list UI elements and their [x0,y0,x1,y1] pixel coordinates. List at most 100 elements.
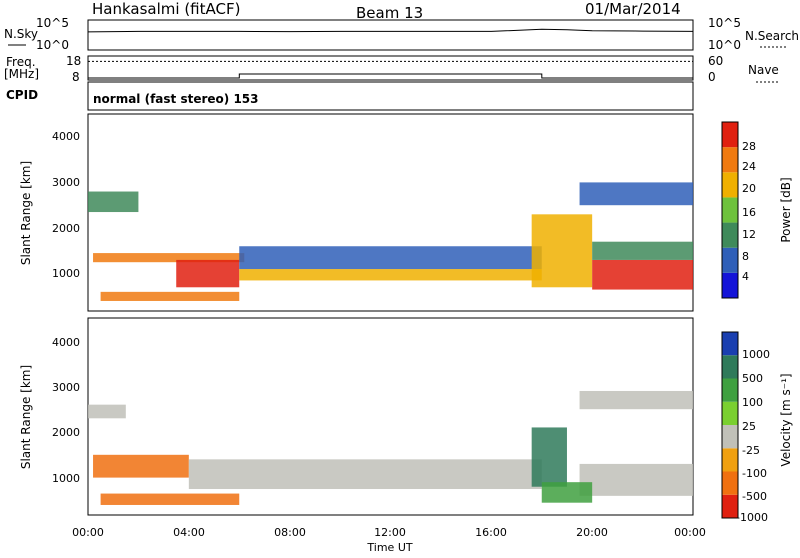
vel-band-0 [93,454,189,478]
nave-label: Nave [748,63,779,77]
vel-cbar-swatch-5 [722,378,738,402]
vel-cbar-tick-m25: -25 [742,444,760,457]
power-band-1 [100,291,240,301]
freq-panel-frame [87,55,694,81]
vel-cbar-swatch-6 [722,355,738,379]
vel-ytick-2000: 2000 [52,426,80,439]
power-band-6 [531,214,593,288]
power-ytick-2000: 2000 [52,222,80,235]
freq-panel: Freq. [MHz] 18 8 60 0 Nave [4,54,779,84]
power-heatmap [88,182,693,301]
noise-right-tick-top: 10^5 [708,16,741,30]
xtick-4: 16:00 [475,526,507,539]
noise-left-label: N.Sky [4,27,38,41]
noise-sky-line [87,28,694,33]
power-cbar-swatch-1 [722,247,738,273]
xtick-6: 00:00 [674,526,706,539]
noise-panel-frame [87,19,694,51]
power-ytick-3000: 3000 [52,176,80,189]
vel-band-2 [88,404,126,419]
freq-tick-bottom: 8 [72,70,80,84]
power-cbar-tick-24: 24 [742,160,756,173]
nave-tick-bottom: 0 [708,70,716,84]
power-cbar-tick-12: 12 [742,228,756,241]
freq-label-line2: [MHz] [4,67,39,81]
noise-tick-bottom: 10^0 [36,38,69,52]
station-title: Hankasalmi (fitACF) [92,0,240,18]
power-panel: Slant Range [km] 4000 3000 2000 1000 [19,113,694,312]
power-cbar-tick-8: 8 [742,250,749,263]
vel-band-1 [100,493,240,505]
vel-cbar-swatch-2 [722,448,738,472]
xtick-2: 08:00 [274,526,306,539]
vel-band-6 [541,482,593,503]
vel-band-5 [579,463,693,496]
x-axis-label: Time UT [366,541,412,554]
power-cbar-swatch-6 [722,122,738,148]
vel-ytick-1000: 1000 [52,472,80,485]
vel-cbar-tick-m100: -100 [742,467,767,480]
noise-right-tick-bottom: 10^0 [708,38,741,52]
date-title: 01/Mar/2014 [585,0,681,18]
vel-cbar-swatch-0 [722,494,738,518]
power-cbar-label: Power [dB] [779,177,793,242]
vel-cbar-tick-m500: -500 [742,490,767,503]
beam-title: Beam 13 [356,4,423,22]
power-band-4 [239,269,542,281]
power-panel-frame [87,113,694,312]
xtick-1: 04:00 [173,526,205,539]
velocity-cbar-label: Velocity [m s⁻¹] [779,373,793,466]
power-ytick-1000: 1000 [52,267,80,280]
vel-band-4 [531,427,567,487]
power-cbar-tick-28: 28 [742,140,756,153]
power-cbar-tick-4: 4 [742,270,749,283]
power-band-3 [88,191,139,213]
freq-label-line1: Freq. [6,55,36,69]
velocity-heatmap [88,390,693,505]
cpid-panel: CPID normal (fast stereo) 153 [6,81,694,111]
power-band-5 [239,246,542,270]
power-cbar-tick-20: 20 [742,182,756,195]
vel-band-7 [579,390,693,410]
vel-cbar-swatch-4 [722,401,738,425]
vel-cbar-tick-25: 25 [742,420,756,433]
vel-cbar-swatch-7 [722,332,738,356]
vel-ytick-3000: 3000 [52,381,80,394]
power-cbar-swatch-2 [722,222,738,248]
vel-cbar-frame [721,331,739,519]
vel-cbar-tick-m1000: -1000 [736,511,768,524]
freq-line [88,73,693,79]
nave-tick-top: 60 [708,54,723,68]
power-cbar-swatch-0 [722,272,738,298]
noise-panel: N.Sky 10^5 10^0 10^5 10^0 N.Search [4,16,799,52]
power-ytick-4000: 4000 [52,130,80,143]
vel-cbar-swatch-3 [722,425,738,449]
power-cbar-tick-16: 16 [742,206,756,219]
power-ylabel: Slant Range [km] [19,161,33,265]
freq-tick-top: 18 [66,54,81,68]
xtick-3: 12:00 [374,526,406,539]
vel-ytick-4000: 4000 [52,336,80,349]
vel-cbar-tick-1000: 1000 [742,348,770,361]
noise-right-label: N.Search [745,29,799,43]
noise-tick-top: 10^5 [36,16,69,30]
power-colorbar: 28 24 20 16 12 8 4 Power [dB] [721,121,793,299]
power-band-7 [592,259,693,290]
velocity-panel: Slant Range [km] 4000 3000 2000 1000 [19,317,694,516]
vel-band-3 [188,459,542,490]
power-band-0 [93,253,245,263]
power-cbar-swatch-5 [722,147,738,173]
velocity-colorbar: 1000 500 100 25 -25 -100 -500 -1000 Velo… [721,331,793,524]
xtick-5: 20:00 [576,526,608,539]
velocity-ylabel: Slant Range [km] [19,365,33,469]
power-band-9 [579,182,693,206]
power-band-2 [176,259,240,288]
power-cbar-swatch-3 [722,197,738,223]
cpid-text: normal (fast stereo) 153 [93,92,259,106]
power-cbar-swatch-4 [722,172,738,198]
cpid-panel-frame [87,81,694,111]
power-band-8 [592,241,693,260]
xtick-0: 00:00 [72,526,104,539]
vel-cbar-tick-100: 100 [742,396,763,409]
